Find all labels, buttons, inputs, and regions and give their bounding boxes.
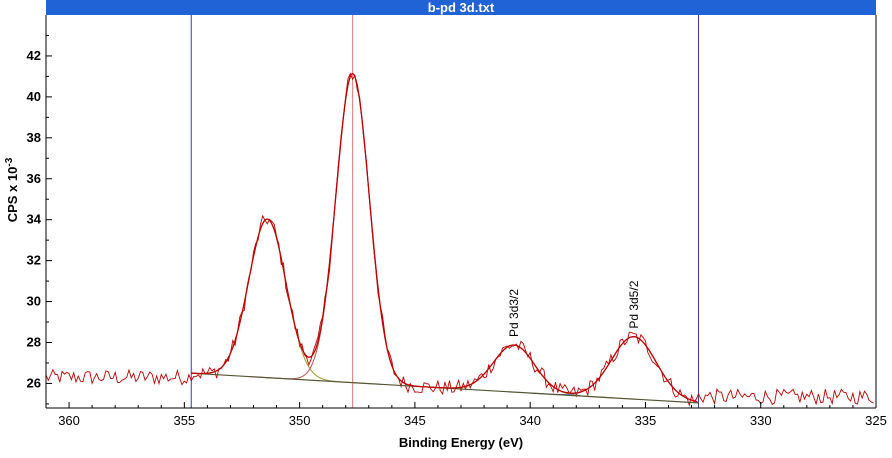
- y-tick-label-30: 30: [27, 294, 41, 309]
- raw-spectrum-line: [45, 72, 874, 407]
- y-tick-label-36: 36: [27, 171, 41, 186]
- x-tick-label-350: 350: [289, 413, 311, 428]
- chart-title: b-pd 3d.txt: [427, 0, 495, 15]
- y-tick-label-42: 42: [27, 48, 41, 63]
- x-axis-label: Binding Energy (eV): [399, 435, 523, 450]
- axes: 360 355 350 345 340 335 330 325 26 28 30 32 34 36 38 40…: [27, 15, 887, 428]
- peak-label-3: Pd 3d3/2: [507, 289, 521, 337]
- peak-label-4: Pd 3d5/2: [627, 280, 641, 328]
- x-tick-label-355: 355: [173, 413, 195, 428]
- x-tick-label-345: 345: [404, 413, 426, 428]
- y-tick-label-32: 32: [27, 253, 41, 268]
- plot-area: Pd 3d3/2 Pd 3d5/2: [45, 15, 876, 408]
- y-axis-label-exponent: -3: [4, 157, 15, 166]
- y-tick-label-40: 40: [27, 89, 41, 104]
- envelope-fit-line: [191, 72, 698, 403]
- x-tick-label-360: 360: [58, 413, 80, 428]
- y-axis-label-main: CPS x 10: [5, 167, 20, 223]
- plot-background: [46, 15, 876, 408]
- y-tick-label-34: 34: [27, 212, 42, 227]
- x-tick-label-340: 340: [519, 413, 541, 428]
- x-tick-label-335: 335: [635, 413, 657, 428]
- y-tick-label-28: 28: [27, 335, 41, 350]
- x-tick-label-325: 325: [865, 413, 887, 428]
- chart-title-bar: b-pd 3d.txt: [46, 0, 876, 15]
- y-axis-label: CPS x 10-3: [4, 157, 20, 222]
- x-tick-label-330: 330: [750, 413, 772, 428]
- y-tick-label-38: 38: [27, 130, 41, 145]
- y-tick-label-26: 26: [27, 375, 41, 390]
